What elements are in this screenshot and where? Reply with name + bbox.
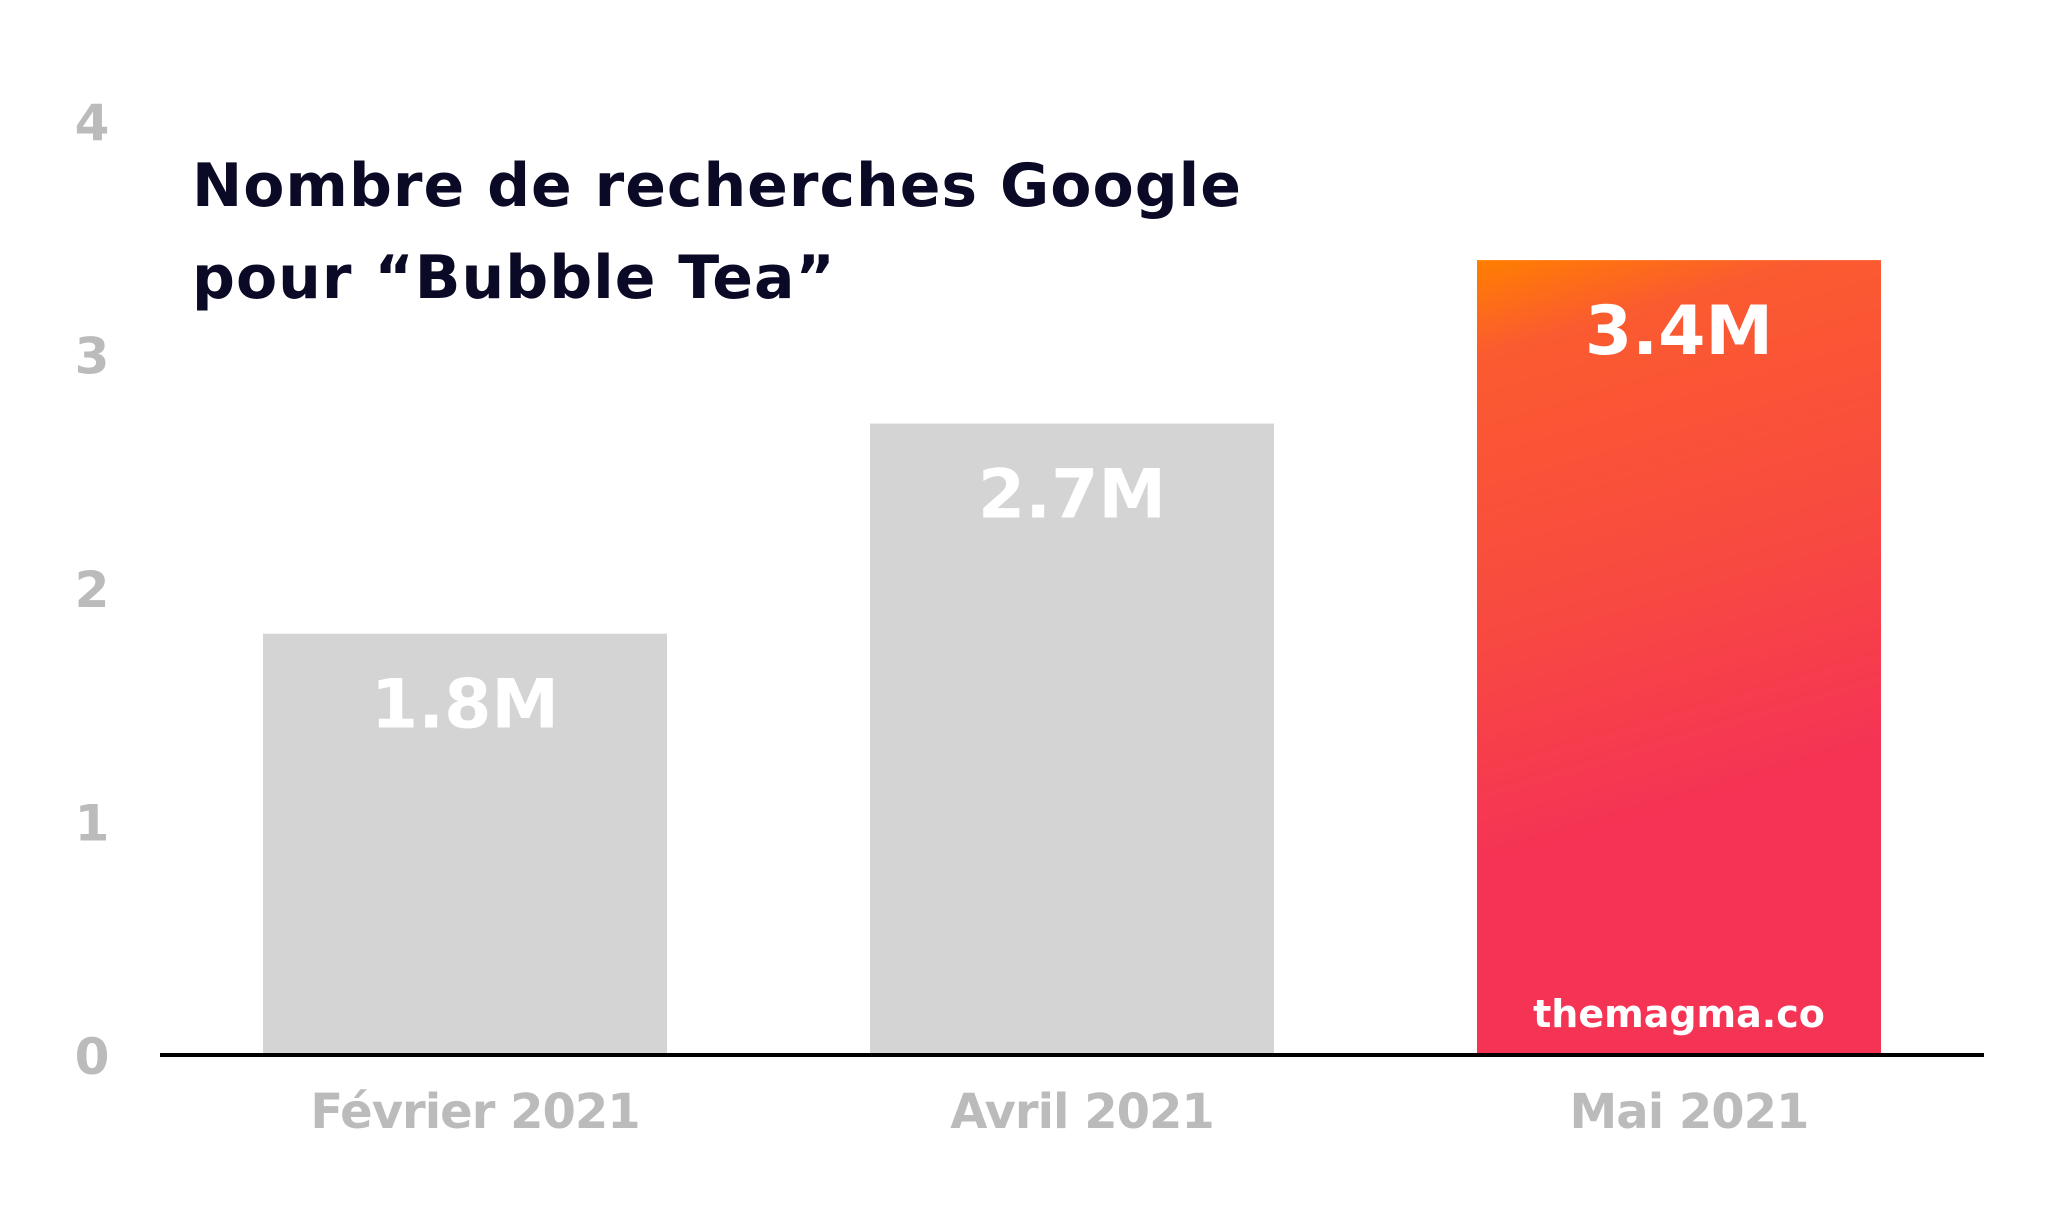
y-tick-label: 4: [75, 94, 110, 152]
x-tick-label: Mai 2021: [1570, 1084, 1809, 1140]
chart-title: Nombre de recherches Google pour “Bubble…: [192, 140, 1242, 324]
bar: [870, 423, 1274, 1054]
watermark-text: themagma.co: [1533, 992, 1825, 1036]
data-label: 2.7M: [978, 456, 1166, 535]
y-tick-label: 0: [75, 1028, 110, 1086]
x-tick-label: Avril 2021: [950, 1084, 1214, 1140]
chart-title-line-2: pour “Bubble Tea”: [192, 243, 836, 313]
x-tick-label: Février 2021: [310, 1084, 639, 1140]
chart-title-line-1: Nombre de recherches Google: [192, 151, 1242, 221]
bar: [1477, 260, 1881, 1055]
y-tick-label: 3: [75, 328, 110, 386]
data-label: 1.8M: [371, 666, 559, 745]
bar: [263, 633, 667, 1054]
y-tick-label: 1: [75, 795, 110, 853]
data-label: 3.4M: [1585, 292, 1773, 371]
y-tick-label: 2: [75, 561, 110, 619]
